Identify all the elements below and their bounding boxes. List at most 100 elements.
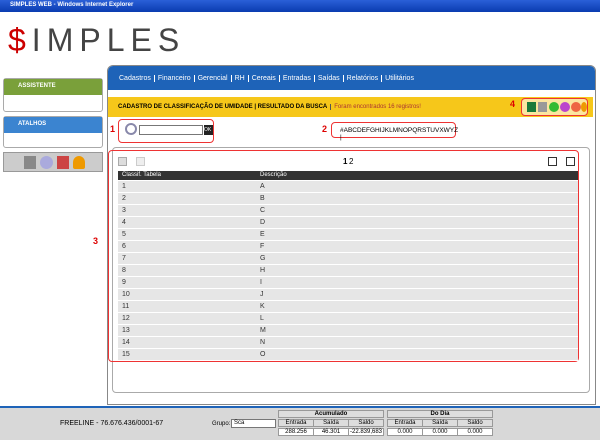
menu-bar: Cadastros Financeiro Gerencial RH Cereais Ent…	[108, 66, 595, 90]
logo-symbol: $	[8, 22, 32, 58]
cell: 10	[122, 291, 130, 298]
cell: B	[260, 195, 265, 202]
cell: C	[260, 207, 266, 214]
table-row[interactable]: 13 M	[118, 325, 578, 337]
summary-column: Saída	[313, 419, 349, 427]
search-icon[interactable]	[40, 156, 53, 169]
company: FREELINE - 76.676.436/0001-67	[60, 420, 164, 427]
sidebar-assistant[interactable]: ASSISTENTE	[3, 78, 103, 112]
calendar-icon[interactable]	[57, 156, 69, 169]
shortcuts-header[interactable]: ATALHOS	[4, 117, 102, 133]
sidebar-shortcuts[interactable]: ATALHOS	[3, 116, 103, 148]
table-row[interactable]: 12 L	[118, 313, 578, 325]
table-row[interactable]: 15 O	[118, 349, 578, 361]
cell: 4	[122, 219, 126, 226]
calc-icon[interactable]	[24, 156, 36, 169]
edit-icon[interactable]	[560, 102, 570, 112]
menu-item[interactable]: Entradas	[278, 75, 314, 82]
print-icon[interactable]	[538, 102, 547, 112]
message: Foram encontrados 16 registros!	[330, 104, 421, 110]
first-page[interactable]	[118, 157, 127, 166]
user-icon[interactable]	[73, 156, 85, 169]
summary-value: -22.839,683	[348, 428, 384, 436]
cell: 13	[122, 327, 130, 334]
cell: G	[260, 255, 266, 262]
cell: J	[260, 291, 264, 298]
cell: 7	[122, 255, 126, 262]
search-input[interactable]	[139, 125, 203, 135]
last-page[interactable]	[566, 157, 575, 166]
alphabet-filter[interactable]: #ABCDEFGHIJKLMNOPQRSTUVXWYZ |	[331, 122, 458, 141]
search-icon	[125, 123, 137, 135]
summary-title: Do Dia	[387, 410, 493, 418]
next-page[interactable]	[548, 157, 557, 166]
add-icon[interactable]	[549, 102, 559, 112]
cell: F	[260, 243, 265, 250]
column-header[interactable]: Classif. Tabela	[122, 172, 161, 178]
page-current[interactable]: 1	[343, 157, 348, 166]
search-box: OK	[118, 119, 214, 143]
cell: 5	[122, 231, 126, 238]
cell: 11	[122, 303, 130, 310]
excel-icon[interactable]	[527, 102, 536, 112]
cell: 9	[122, 279, 126, 286]
cell: L	[260, 315, 264, 322]
cell: 6	[122, 243, 126, 250]
summary-value: 0.000	[387, 428, 423, 436]
group-select[interactable]: Sca	[231, 419, 276, 428]
column-header[interactable]: Descrição	[260, 172, 287, 178]
menu-item[interactable]: Relatórios	[342, 75, 382, 82]
summary-column: Entrada	[278, 419, 314, 427]
cell: E	[260, 231, 265, 238]
cell: A	[260, 183, 265, 190]
menu-item[interactable]: Utilitários	[381, 75, 417, 82]
toolbar-box	[521, 98, 588, 116]
summary-column: Entrada	[387, 419, 423, 427]
summary-value: 0.000	[457, 428, 493, 436]
back-icon[interactable]	[581, 102, 587, 112]
prev-page[interactable]	[136, 157, 145, 166]
cell: I	[260, 279, 262, 286]
cell: 1	[122, 183, 126, 190]
assistant-header[interactable]: ASSISTENTE	[4, 79, 102, 95]
menu-item[interactable]: Saídas	[313, 75, 343, 82]
logo: $IMPLES	[8, 22, 179, 62]
annotation: 3	[93, 236, 99, 246]
menu-item[interactable]: Cereais	[247, 75, 279, 82]
menu-item[interactable]: Cadastros	[119, 75, 151, 82]
title-bar: SIMPLES WEB - Windows Internet Explorer	[0, 0, 600, 12]
footer: FREELINE - 76.676.436/0001-67 Grupo: Sca…	[0, 406, 600, 440]
annotation: 2	[322, 124, 328, 134]
menu-item[interactable]: RH	[230, 75, 248, 82]
cell: K	[260, 303, 265, 310]
cell: 2	[122, 195, 126, 202]
page-next[interactable]: 2	[349, 157, 354, 166]
table-row[interactable]: 14 N	[118, 337, 578, 349]
table-row[interactable]: 10 J	[118, 289, 578, 301]
breadcrumb: CADASTRO DE CLASSIFICAÇÃO DE UMIDADE | R…	[118, 104, 328, 110]
summary-column: Saldo	[457, 419, 493, 427]
cell: N	[260, 339, 266, 346]
delete-icon[interactable]	[571, 102, 581, 112]
group-label: Grupo:	[212, 421, 231, 427]
summary-column: Saída	[422, 419, 458, 427]
summary-value: 288.256	[278, 428, 314, 436]
menu-item[interactable]: Gerencial	[193, 75, 231, 82]
annotation: 1	[110, 124, 116, 134]
ok-button[interactable]: OK	[204, 125, 213, 135]
menu-item[interactable]: Financeiro	[153, 75, 194, 82]
today-summary: Do Dia Entrada 0.000 Saída 0.000 Saldo 0.000	[387, 410, 493, 438]
table-row[interactable]: 11 K	[118, 301, 578, 313]
summary-title: Acumulado	[278, 410, 384, 418]
accumulated-summary: Acumulado Entrada 288.256 Saída 46.301 Saldo -…	[278, 410, 384, 438]
